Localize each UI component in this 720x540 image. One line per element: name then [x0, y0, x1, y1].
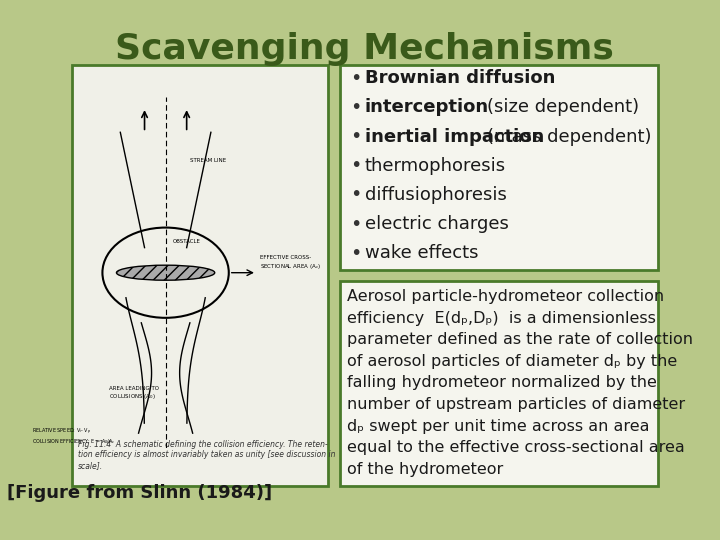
Ellipse shape: [117, 265, 215, 280]
Text: parameter defined as the rate of collection: parameter defined as the rate of collect…: [346, 332, 693, 347]
Text: diffusiophoresis: diffusiophoresis: [365, 186, 507, 204]
Text: thermophoresis: thermophoresis: [365, 157, 506, 175]
Text: •: •: [350, 244, 361, 263]
Text: of aerosol particles of diameter dₚ by the: of aerosol particles of diameter dₚ by t…: [346, 354, 677, 369]
Text: efficiency  E(dₚ,Dₚ)  is a dimensionless: efficiency E(dₚ,Dₚ) is a dimensionless: [346, 310, 655, 326]
Text: •: •: [350, 127, 361, 146]
Text: dₚ swept per unit time across an area: dₚ swept per unit time across an area: [346, 418, 649, 434]
Text: •: •: [350, 69, 361, 88]
Text: number of upstream particles of diameter: number of upstream particles of diameter: [346, 397, 685, 412]
Text: Fig. 11.4  A schematic defining the collision efficiency. The reten-
tion effici: Fig. 11.4 A schematic defining the colli…: [78, 440, 336, 470]
FancyBboxPatch shape: [341, 281, 657, 486]
FancyBboxPatch shape: [72, 65, 328, 486]
Text: (size dependent): (size dependent): [487, 98, 639, 117]
Text: COLLISION EFFICIENCY: E = A$_0$/A$_c$: COLLISION EFFICIENCY: E = A$_0$/A$_c$: [32, 437, 116, 446]
Text: •: •: [350, 98, 361, 117]
Text: interception: interception: [365, 98, 489, 117]
Text: wake effects: wake effects: [365, 244, 478, 262]
Text: •: •: [350, 156, 361, 176]
Text: OBSTACLE: OBSTACLE: [173, 239, 200, 244]
Text: Aerosol particle-hydrometeor collection: Aerosol particle-hydrometeor collection: [346, 289, 664, 304]
Text: equal to the effective cross-sectional area: equal to the effective cross-sectional a…: [346, 440, 684, 455]
Text: of the hydrometeor: of the hydrometeor: [346, 462, 503, 477]
Text: electric charges: electric charges: [365, 215, 509, 233]
Text: •: •: [350, 214, 361, 234]
Text: inertial impaction: inertial impaction: [365, 127, 544, 146]
Text: Scavenging Mechanisms: Scavenging Mechanisms: [115, 32, 614, 66]
FancyBboxPatch shape: [341, 65, 657, 270]
Text: (mass dependent): (mass dependent): [487, 127, 652, 146]
Text: Brownian diffusion: Brownian diffusion: [365, 69, 555, 87]
Text: [Figure from Slinn (1984)]: [Figure from Slinn (1984)]: [6, 484, 272, 502]
Text: AREA LEADING TO
COLLISIONS (A$_0$): AREA LEADING TO COLLISIONS (A$_0$): [109, 386, 159, 401]
Text: STREAM LINE: STREAM LINE: [190, 158, 226, 164]
Text: •: •: [350, 185, 361, 205]
Text: EFFECTIVE CROSS-
SECTIONAL AREA (A$_c$): EFFECTIVE CROSS- SECTIONAL AREA (A$_c$): [261, 255, 322, 271]
Text: falling hydrometeor normalized by the: falling hydrometeor normalized by the: [346, 375, 657, 390]
Text: RELATIVE SPEED: V$_i$- V$_p$: RELATIVE SPEED: V$_i$- V$_p$: [32, 427, 91, 437]
